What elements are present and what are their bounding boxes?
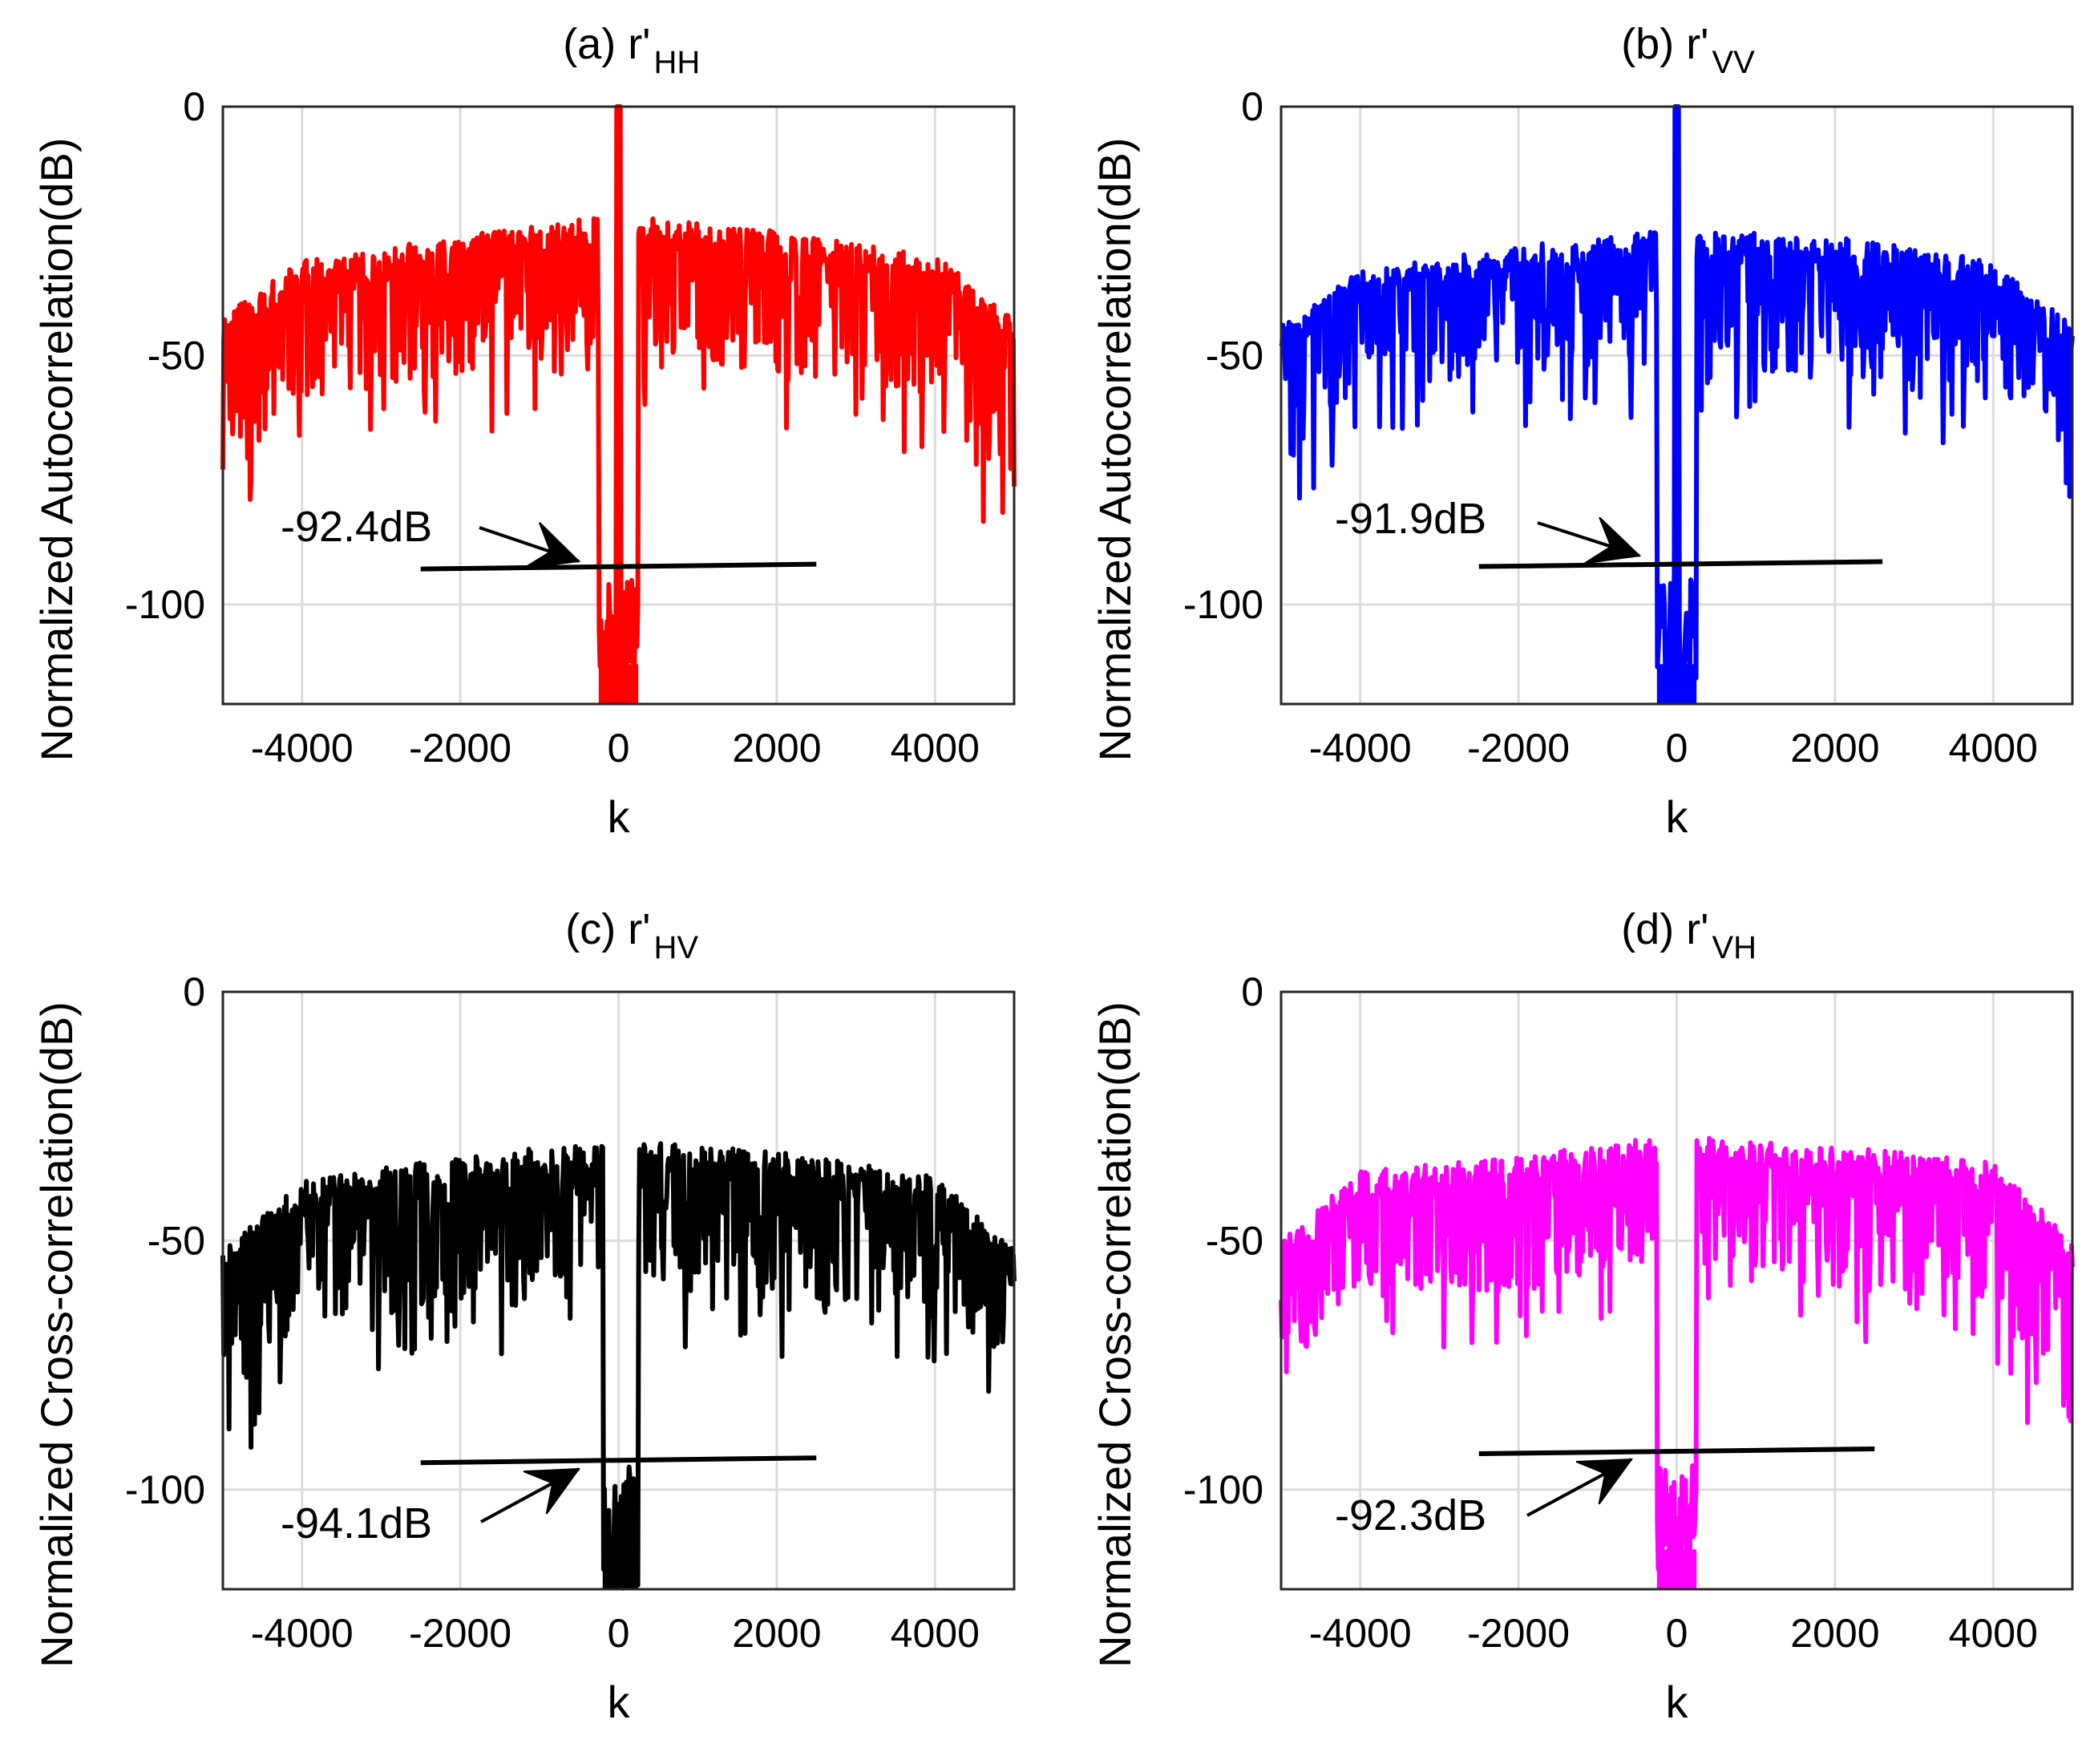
x-tick-label: -2000 — [409, 1611, 511, 1656]
x-tick-label: 2000 — [1790, 1611, 1879, 1656]
chart-title: (c) r' HV — [565, 905, 698, 965]
annotation-label-c: -94.1dB — [281, 1499, 432, 1548]
y-axis-label: Normalized Autocorrelation(dB) — [1089, 137, 1140, 761]
x-axis-label: k — [1666, 1677, 1689, 1727]
panel-d: -4000 -2000 0 2000 4000 0 -50 -100 k Normalized C… — [1089, 905, 2075, 1727]
x-tick-label: 2000 — [732, 1611, 821, 1656]
chart-title: (a) r' HH — [563, 20, 700, 80]
chart-title-subscript: VV — [1712, 45, 1756, 80]
panel-a: -4000 -2000 0 2000 4000 0 -50 -100 k Normalized A… — [31, 20, 1017, 842]
level-line-a — [420, 561, 817, 572]
y-tick-label: -50 — [148, 333, 205, 378]
arrowhead-a — [524, 521, 581, 569]
x-tick-label: 0 — [1666, 726, 1688, 771]
x-tick-label: 4000 — [1949, 1611, 2038, 1656]
arrowhead-b — [1584, 516, 1642, 564]
arrowhead-c — [523, 1467, 581, 1515]
level-line-d — [1478, 1446, 1875, 1457]
axes-box — [221, 105, 1016, 706]
chart-title-main: (c) r' — [565, 905, 650, 953]
x-axis-label: k — [608, 791, 631, 842]
y-tick-label: -50 — [1206, 1218, 1263, 1263]
chart-title-main: (d) r' — [1621, 905, 1708, 953]
y-tick-label: 0 — [183, 969, 205, 1014]
x-axis-label: k — [608, 1677, 631, 1727]
y-tick-label: -50 — [148, 1218, 205, 1263]
axes-box — [221, 990, 1016, 1591]
panel-b: -4000 -2000 0 2000 4000 0 -50 -100 k Normalized A… — [1089, 20, 2075, 842]
y-tick-label: -50 — [1206, 333, 1263, 378]
x-tick-label: -4000 — [251, 1611, 354, 1656]
chart-title-main: (b) r' — [1621, 20, 1708, 68]
y-tick-label: -100 — [1183, 582, 1263, 627]
x-tick-label: -2000 — [1467, 1611, 1570, 1656]
x-tick-label: 2000 — [1790, 726, 1879, 771]
chart-title-subscript: VH — [1712, 930, 1757, 965]
x-tick-label: -4000 — [1309, 1611, 1412, 1656]
x-tick-label: 0 — [1666, 1611, 1688, 1656]
series-line-c — [220, 1141, 1017, 1591]
x-tick-label: -4000 — [251, 726, 354, 771]
y-axis-label: Normalized Autocorrelation(dB) — [31, 137, 82, 761]
arrowhead-d — [1575, 1458, 1634, 1505]
y-tick-label: 0 — [183, 84, 205, 129]
x-tick-label: 0 — [608, 726, 630, 771]
y-tick-label: -100 — [125, 1467, 205, 1512]
chart-title: (b) r' VV — [1621, 20, 1755, 80]
x-tick-label: 0 — [608, 1611, 630, 1656]
annotation-label-d: -92.3dB — [1335, 1491, 1486, 1539]
x-tick-label: 4000 — [891, 1611, 980, 1656]
panel-c: -4000 -2000 0 2000 4000 0 -50 -100 k Normalized C… — [31, 905, 1017, 1727]
x-tick-label: -2000 — [1467, 726, 1570, 771]
level-line-b — [1478, 559, 1883, 569]
x-tick-label: 4000 — [891, 726, 980, 771]
notch-fill-c — [602, 1549, 639, 1589]
notch-fill-d — [1656, 1549, 1697, 1589]
chart-title-subscript: HV — [654, 930, 699, 965]
x-tick-label: -2000 — [409, 726, 511, 771]
level-line-c — [420, 1455, 817, 1466]
x-tick-label: 4000 — [1949, 726, 2038, 771]
x-axis-label: k — [1666, 791, 1689, 842]
annotation-label-b: -91.9dB — [1335, 495, 1486, 543]
chart-title-main: (a) r' — [563, 20, 650, 68]
annotation-label-a: -92.4dB — [281, 503, 432, 551]
x-tick-label: -4000 — [1309, 726, 1412, 771]
y-axis-label: Normalized Cross-correlation(dB) — [31, 1001, 82, 1668]
axes-box — [1279, 990, 2074, 1591]
chart-title-subscript: HH — [654, 45, 701, 80]
axes-box — [1279, 105, 2074, 706]
y-tick-label: -100 — [1183, 1467, 1263, 1512]
y-axis-label: Normalized Cross-correlation(dB) — [1089, 1001, 1140, 1668]
y-tick-label: 0 — [1241, 969, 1263, 1014]
chart-title: (d) r' VH — [1621, 905, 1757, 965]
x-tick-label: 2000 — [732, 726, 821, 771]
y-tick-label: -100 — [125, 582, 205, 627]
y-tick-label: 0 — [1241, 84, 1263, 129]
